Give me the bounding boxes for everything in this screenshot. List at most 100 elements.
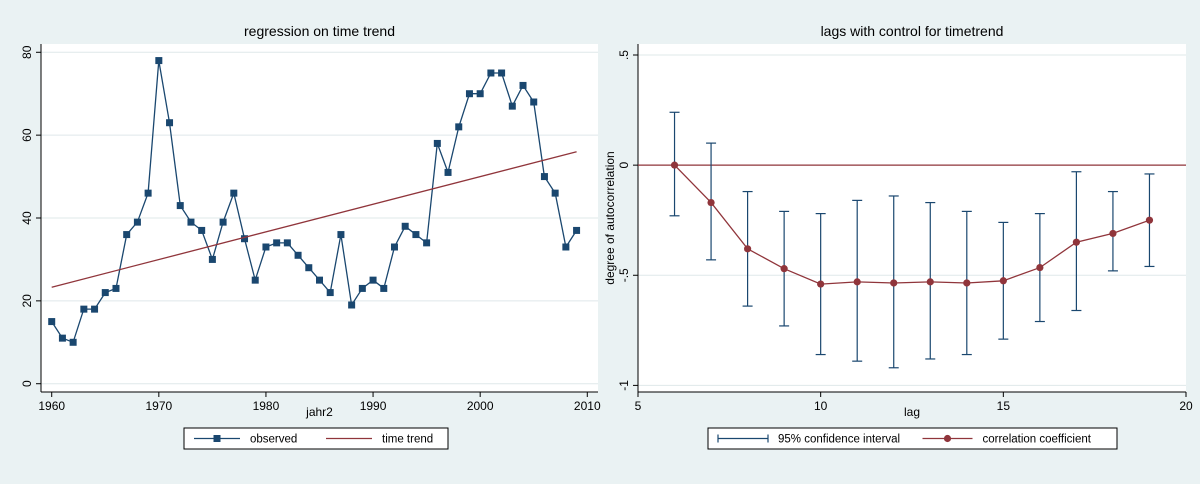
data-point: [166, 119, 174, 127]
legend: 95% confidence interval correlation coeff…: [707, 427, 1118, 450]
chart-title: regression on time trend: [244, 23, 395, 39]
y-tick-label: -1: [617, 380, 631, 391]
data-point: [412, 231, 420, 239]
x-tick-label: 2010: [574, 399, 601, 413]
legend-key-marker: [213, 435, 221, 442]
data-point: [853, 278, 861, 286]
data-point: [133, 218, 141, 226]
trend-line: [51, 151, 577, 288]
data-point: [573, 226, 581, 234]
data-point: [508, 102, 516, 110]
legend-label: correlation coefficient: [983, 434, 1092, 446]
x-tick-label: 5: [635, 399, 642, 413]
x-tick-label: 1990: [360, 399, 387, 413]
data-point: [230, 189, 238, 197]
legend-key-marker: [943, 434, 952, 443]
x-tick-label: 10: [814, 399, 828, 413]
data-point: [390, 243, 398, 251]
data-point: [91, 305, 99, 313]
data-point: [262, 243, 270, 251]
y-tick-label: .5: [617, 50, 631, 60]
data-point: [444, 168, 452, 176]
data-point: [155, 57, 163, 65]
data-point: [1072, 238, 1080, 246]
data-point: [198, 226, 206, 234]
data-point: [890, 279, 898, 287]
data-point: [551, 189, 559, 197]
data-point: [487, 69, 495, 77]
data-point: [144, 189, 152, 197]
series-line: [674, 164, 1150, 285]
y-tick-label: -.5: [617, 268, 631, 282]
data-point: [465, 90, 473, 98]
data-point: [241, 235, 249, 243]
data-point: [380, 284, 388, 292]
data-point: [780, 265, 788, 273]
legend-label: 95% confidence interval: [778, 434, 900, 446]
data-point: [670, 161, 679, 169]
data-point: [530, 98, 538, 106]
data-point: [1036, 263, 1044, 272]
data-point: [305, 264, 313, 272]
data-point: [348, 301, 356, 309]
x-tick-label: 1960: [38, 399, 65, 413]
data-point: [498, 69, 506, 77]
x-tick-label: 1980: [253, 399, 280, 413]
legend: observed time trend: [183, 427, 449, 450]
y-tick-label: 80: [20, 45, 34, 59]
y-tick-label: 40: [20, 211, 34, 225]
data-point: [326, 289, 334, 297]
x-axis-label: lag: [904, 405, 920, 419]
data-point: [540, 173, 548, 181]
data-point: [208, 255, 216, 263]
legend-label: observed: [250, 434, 297, 446]
data-point: [80, 305, 88, 313]
data-point: [455, 123, 463, 131]
data-point: [316, 276, 323, 284]
data-point: [273, 239, 281, 247]
data-point: [999, 277, 1007, 285]
y-tick-label: 0: [20, 380, 34, 387]
data-point: [369, 276, 377, 284]
data-point: [562, 243, 570, 251]
data-point: [251, 276, 259, 284]
data-point: [707, 198, 715, 207]
legend-box: [707, 427, 1118, 450]
data-point: [476, 90, 484, 98]
data-point: [519, 81, 527, 89]
chart-title: lags with control for timetrend: [821, 23, 1004, 39]
x-tick-label: 20: [1179, 399, 1193, 413]
data-point: [358, 284, 366, 292]
data-point: [963, 279, 971, 287]
data-point: [58, 334, 66, 342]
data-point: [176, 202, 184, 210]
data-point: [69, 338, 77, 346]
y-tick-label: 0: [617, 161, 631, 168]
data-point: [219, 218, 227, 226]
data-point: [48, 318, 56, 326]
y-tick-label: 60: [20, 128, 34, 142]
data-point: [423, 239, 431, 247]
data-point: [101, 289, 109, 297]
data-point: [294, 251, 302, 259]
data-point: [123, 231, 131, 239]
data-point: [283, 239, 291, 247]
data-point: [1145, 216, 1154, 224]
data-point: [817, 280, 825, 288]
y-tick-label: 20: [20, 294, 34, 308]
data-point: [744, 245, 752, 253]
x-axis-label: jahr2: [305, 405, 333, 419]
data-point: [1109, 229, 1117, 238]
x-tick-label: 15: [997, 399, 1011, 413]
data-point: [433, 139, 441, 147]
chart-panel-2: -1 -.5 0 .5 5 10 15 20 lags with control for tim…: [603, 23, 1193, 450]
legend-box: [183, 427, 449, 450]
data-point: [337, 231, 345, 239]
plot-area: [638, 44, 1186, 392]
x-tick-label: 2000: [467, 399, 494, 413]
y-axis-label: degree of autocorrelation: [603, 151, 617, 284]
data-point: [112, 284, 120, 292]
data-point: [401, 222, 409, 230]
